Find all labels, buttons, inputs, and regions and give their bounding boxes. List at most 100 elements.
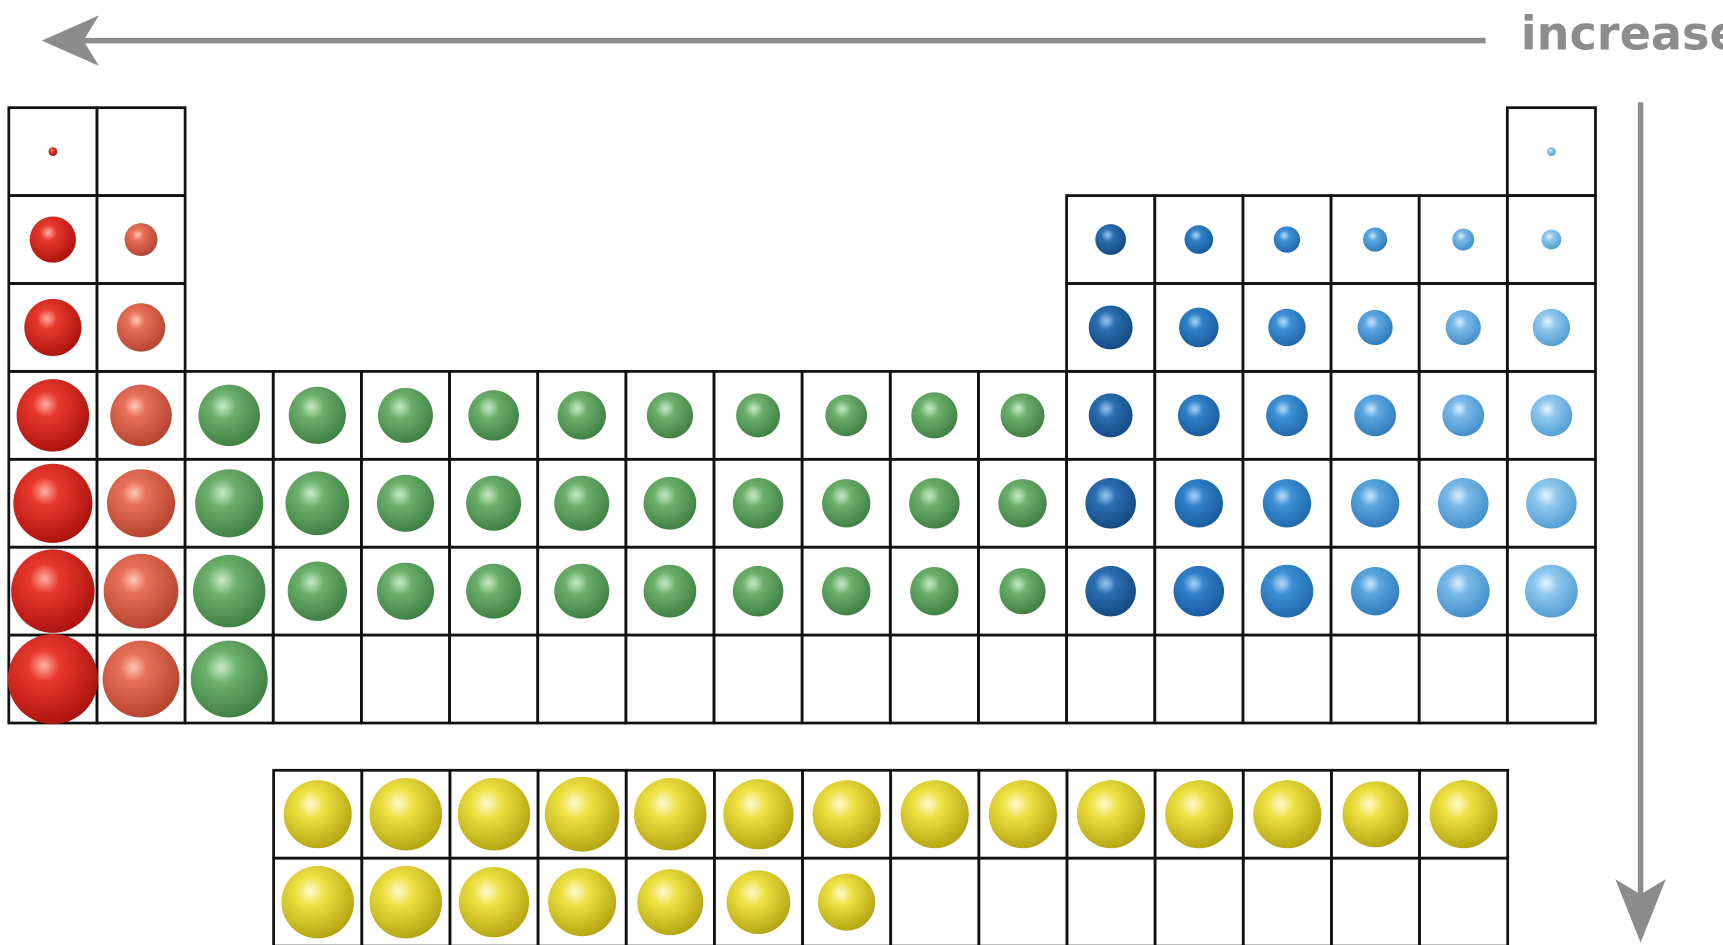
cell [712, 633, 804, 725]
atom [102, 640, 180, 718]
atom [195, 469, 264, 538]
atom [116, 303, 166, 352]
atom [376, 474, 435, 532]
cell [888, 633, 980, 725]
atom [7, 634, 98, 725]
atom [24, 298, 82, 357]
cell [977, 856, 1069, 945]
atom [1095, 224, 1127, 255]
atom [1085, 477, 1136, 529]
atom [468, 390, 519, 441]
atom [281, 865, 354, 939]
atom [1532, 308, 1571, 347]
atom [1273, 226, 1301, 253]
atom [110, 384, 172, 447]
atom [376, 562, 435, 620]
cell [1329, 633, 1421, 725]
atom [1530, 394, 1573, 437]
atom [1088, 305, 1133, 350]
atom [732, 565, 784, 617]
cell [360, 633, 451, 725]
atom [643, 476, 697, 530]
atom [723, 779, 794, 850]
atom [466, 475, 522, 531]
atom [285, 471, 350, 536]
atom [825, 394, 868, 437]
cell [624, 633, 716, 725]
atom [634, 777, 707, 851]
atom [1342, 781, 1409, 848]
cell [1153, 633, 1245, 725]
atom [1429, 780, 1498, 849]
atom [1541, 229, 1562, 250]
atom [1000, 393, 1045, 438]
atom [900, 780, 969, 849]
atom [198, 384, 260, 447]
atom [554, 475, 610, 531]
atom [29, 216, 76, 263]
cell [271, 633, 363, 725]
atom [1442, 394, 1485, 437]
atom [1354, 394, 1396, 437]
atom [1177, 394, 1220, 437]
atom [192, 554, 266, 628]
cell [1065, 856, 1157, 945]
atom [1165, 780, 1234, 849]
atom [458, 866, 530, 938]
atom [1350, 479, 1400, 528]
atom [822, 567, 871, 616]
atom [1088, 393, 1133, 438]
atom [548, 868, 617, 937]
atom [1452, 228, 1475, 251]
cell [1241, 856, 1333, 945]
atom [732, 477, 784, 529]
cell [1418, 856, 1510, 945]
atom [1076, 780, 1146, 849]
atom [1363, 227, 1388, 252]
vertical-arrow [1615, 102, 1666, 943]
atom [1445, 309, 1481, 346]
atom [909, 477, 960, 529]
atom [812, 780, 881, 849]
atom [818, 873, 876, 931]
cell [95, 106, 187, 197]
atom [1253, 780, 1322, 849]
atom [822, 479, 871, 528]
atom [1357, 309, 1393, 346]
cell [536, 633, 628, 725]
atom [736, 393, 781, 438]
atom [911, 392, 958, 439]
cell [977, 633, 1068, 725]
atom [1173, 565, 1225, 617]
atom [1184, 225, 1214, 254]
atom [1262, 479, 1312, 528]
atom [998, 479, 1047, 528]
atom [1350, 567, 1400, 616]
atom [369, 777, 443, 851]
atom [1260, 564, 1314, 618]
atom [1437, 477, 1489, 529]
atom [103, 553, 179, 629]
atom [11, 549, 95, 633]
atom [1436, 564, 1490, 618]
atom [637, 869, 704, 936]
atom [106, 469, 176, 538]
atom [13, 463, 93, 543]
atom [124, 223, 158, 257]
atom [369, 865, 443, 939]
atom [378, 387, 433, 443]
atom [466, 563, 522, 619]
atom [1266, 394, 1308, 437]
atom [726, 870, 791, 935]
atom [1268, 308, 1306, 347]
arrow-label: increase [1521, 6, 1723, 60]
cell [1505, 633, 1597, 725]
cell [889, 856, 981, 945]
atom [557, 391, 606, 440]
atom [646, 392, 693, 439]
atom [1547, 147, 1556, 157]
cell [1153, 856, 1245, 945]
atom [1174, 479, 1223, 528]
